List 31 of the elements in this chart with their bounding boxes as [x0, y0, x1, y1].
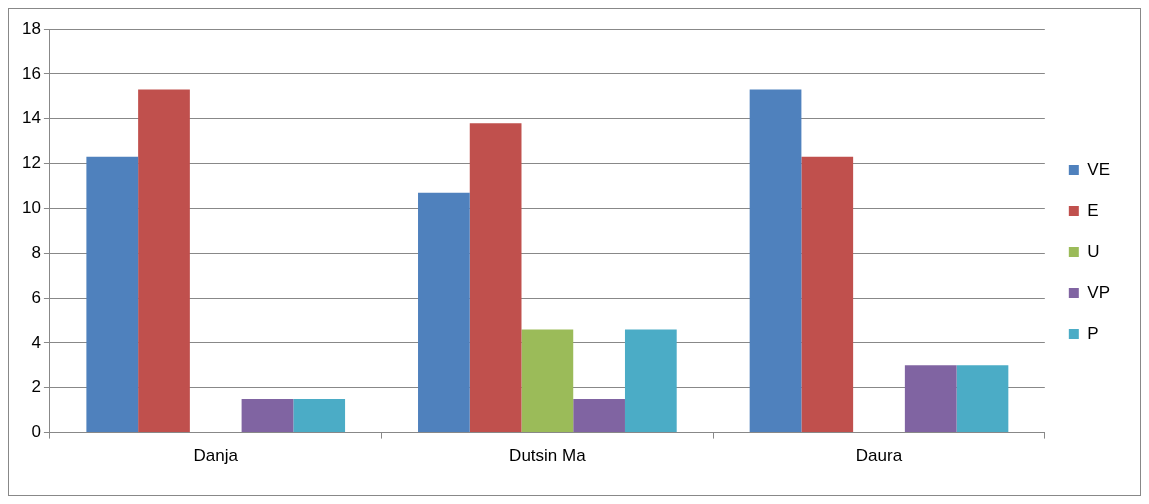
x-tick-label: Daura: [855, 446, 903, 466]
y-tick-label: 2: [31, 377, 41, 397]
y-tick-label: 10: [21, 198, 41, 218]
y-tick-label: 8: [31, 242, 41, 262]
bar: [293, 398, 346, 433]
y-tick-label: 0: [31, 422, 41, 442]
bar: [801, 156, 854, 433]
bar: [521, 329, 574, 433]
legend-label: VE: [1087, 159, 1111, 179]
y-tick-label: 16: [21, 63, 41, 83]
legend-label: VP: [1087, 282, 1111, 302]
legend-label: E: [1087, 200, 1099, 220]
bar: [86, 156, 139, 433]
bar: [624, 329, 677, 433]
bar: [956, 365, 1009, 433]
x-tick-label: Dutsin Ma: [509, 446, 587, 466]
bar: [573, 398, 625, 433]
bar: [241, 398, 294, 433]
bar: [138, 89, 190, 433]
y-tick-label: 12: [21, 153, 41, 173]
legend-label: P: [1087, 323, 1099, 343]
legend-label: U: [1087, 241, 1100, 261]
x-tick-label: Danja: [193, 446, 239, 466]
bar: [904, 365, 957, 433]
bar: [749, 89, 802, 433]
y-tick-label: 6: [31, 287, 41, 307]
bar: [418, 192, 470, 433]
y-tick-label: 4: [31, 332, 41, 352]
y-tick-label: 18: [21, 18, 41, 38]
bar: [469, 123, 522, 433]
y-tick-label: 14: [21, 108, 41, 128]
